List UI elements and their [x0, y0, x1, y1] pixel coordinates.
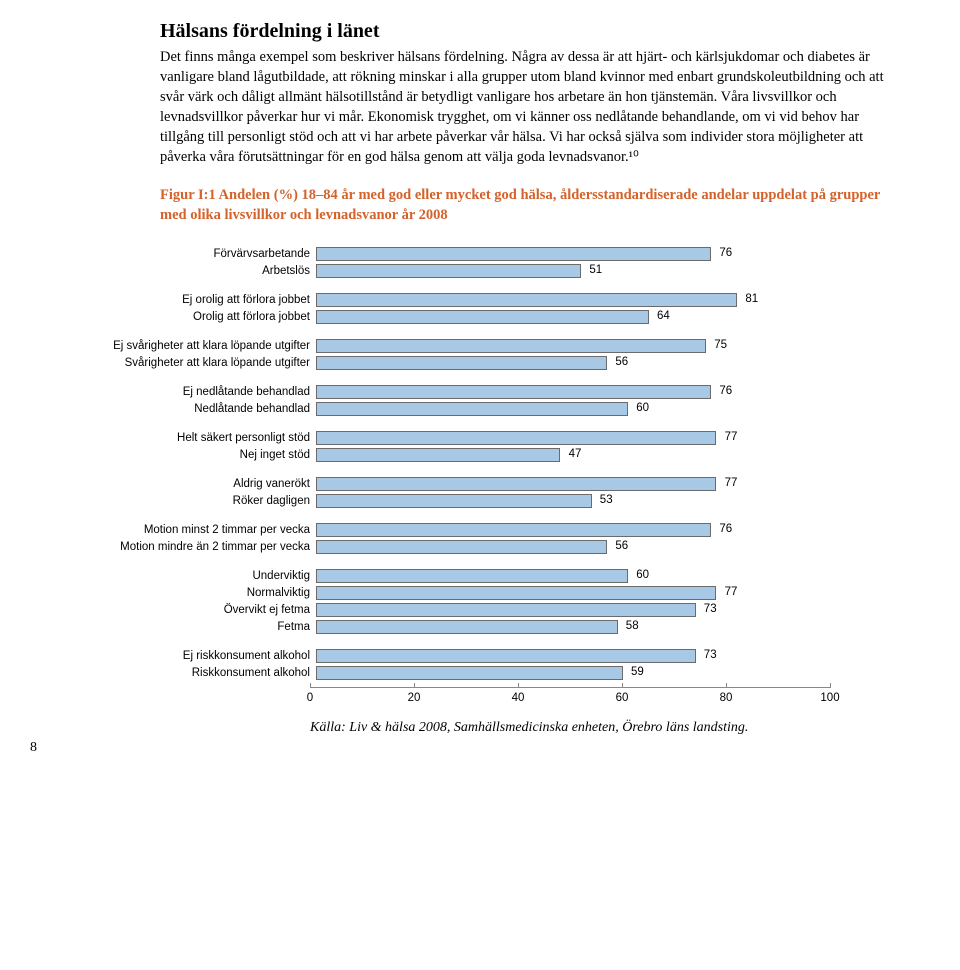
bar-row: Fetma58 — [50, 619, 900, 635]
bar-value: 64 — [657, 310, 670, 322]
bar-label: Ej svårigheter att klara löpande utgifte… — [50, 340, 316, 352]
bar-value: 47 — [569, 448, 582, 460]
bar-label: Nej inget stöd — [50, 449, 316, 461]
bar-row: Riskkonsument alkohol59 — [50, 665, 900, 681]
section-heading: Hälsans fördelning i länet — [160, 20, 900, 43]
bar-fill: 75 — [316, 339, 706, 353]
bar-value: 51 — [589, 264, 602, 276]
bar-row: Ej nedlåtande behandlad76 — [50, 384, 900, 400]
bar-label: Underviktig — [50, 570, 316, 582]
bar-value: 73 — [704, 649, 717, 661]
axis-tick-label: 60 — [616, 692, 629, 704]
bar-fill: 53 — [316, 494, 592, 508]
bar-value: 77 — [725, 431, 738, 443]
bar-value: 77 — [725, 477, 738, 489]
bar-row: Normalviktig77 — [50, 585, 900, 601]
bar-label: Fetma — [50, 621, 316, 633]
bar-row: Ej orolig att förlora jobbet81 — [50, 292, 900, 308]
axis-tick-label: 40 — [512, 692, 525, 704]
bar-label: Normalviktig — [50, 587, 316, 599]
bar-fill: 77 — [316, 431, 716, 445]
bar-row: Helt säkert personligt stöd77 — [50, 430, 900, 446]
bar-row: Ej riskkonsument alkohol73 — [50, 648, 900, 664]
chart-source: Källa: Liv & hälsa 2008, Samhällsmedicin… — [310, 720, 900, 736]
bar-value: 59 — [631, 666, 644, 678]
bar-row: Svårigheter att klara löpande utgifter56 — [50, 355, 900, 371]
bar-value: 60 — [636, 569, 649, 581]
bar-fill: 64 — [316, 310, 649, 324]
bar-fill: 76 — [316, 523, 711, 537]
axis-tick-label: 0 — [307, 692, 313, 704]
bar-label: Svårigheter att klara löpande utgifter — [50, 357, 316, 369]
bar-label: Orolig att förlora jobbet — [50, 311, 316, 323]
bar-label: Ej nedlåtande behandlad — [50, 386, 316, 398]
bar-label: Motion minst 2 timmar per vecka — [50, 524, 316, 536]
bar-fill: 73 — [316, 649, 696, 663]
bar-value: 53 — [600, 494, 613, 506]
body-paragraph: Det finns många exempel som beskriver hä… — [160, 47, 900, 167]
bar-row: Motion mindre än 2 timmar per vecka56 — [50, 539, 900, 555]
bar-label: Röker dagligen — [50, 495, 316, 507]
bar-fill: 56 — [316, 356, 607, 370]
bar-value: 60 — [636, 402, 649, 414]
bar-value: 75 — [714, 339, 727, 351]
bar-fill: 73 — [316, 603, 696, 617]
bar-value: 58 — [626, 620, 639, 632]
bar-fill: 47 — [316, 448, 560, 462]
bar-row: Förvärvsarbetande76 — [50, 246, 900, 262]
bar-fill: 51 — [316, 264, 581, 278]
bar-row: Underviktig60 — [50, 568, 900, 584]
bar-label: Helt säkert personligt stöd — [50, 432, 316, 444]
figure-caption: Figur I:1 Andelen (%) 18–84 år med god e… — [160, 185, 900, 226]
bar-fill: 60 — [316, 402, 628, 416]
bar-row: Aldrig vanerökt77 — [50, 476, 900, 492]
bar-label: Motion mindre än 2 timmar per vecka — [50, 541, 316, 553]
bar-value: 81 — [745, 293, 758, 305]
bar-fill: 60 — [316, 569, 628, 583]
bar-value: 76 — [719, 523, 732, 535]
bar-chart: Förvärvsarbetande76Arbetslös51Ej orolig … — [50, 246, 900, 706]
bar-row: Orolig att förlora jobbet64 — [50, 309, 900, 325]
axis-tick-label: 100 — [820, 692, 839, 704]
bar-value: 76 — [719, 247, 732, 259]
bar-label: Aldrig vanerökt — [50, 478, 316, 490]
bar-row: Övervikt ej fetma73 — [50, 602, 900, 618]
bar-label: Riskkonsument alkohol — [50, 667, 316, 679]
x-axis: 0 20 40 60 80 100 — [50, 687, 900, 706]
bar-value: 77 — [725, 586, 738, 598]
bar-row: Nej inget stöd47 — [50, 447, 900, 463]
bar-label: Förvärvsarbetande — [50, 248, 316, 260]
bar-fill: 59 — [316, 666, 623, 680]
bar-label: Nedlåtande behandlad — [50, 403, 316, 415]
bar-value: 56 — [615, 540, 628, 552]
bar-label: Ej orolig att förlora jobbet — [50, 294, 316, 306]
bar-value: 76 — [719, 385, 732, 397]
bar-row: Röker dagligen53 — [50, 493, 900, 509]
bar-label: Ej riskkonsument alkohol — [50, 650, 316, 662]
bar-fill: 76 — [316, 247, 711, 261]
bar-fill: 77 — [316, 586, 716, 600]
page-number: 8 — [30, 740, 37, 756]
bar-fill: 77 — [316, 477, 716, 491]
axis-tick-label: 20 — [408, 692, 421, 704]
bar-row: Motion minst 2 timmar per vecka76 — [50, 522, 900, 538]
bar-value: 73 — [704, 603, 717, 615]
bar-label: Övervikt ej fetma — [50, 604, 316, 616]
bar-row: Nedlåtande behandlad60 — [50, 401, 900, 417]
bar-row: Ej svårigheter att klara löpande utgifte… — [50, 338, 900, 354]
bar-fill: 56 — [316, 540, 607, 554]
bar-row: Arbetslös51 — [50, 263, 900, 279]
axis-tick-label: 80 — [720, 692, 733, 704]
bar-label: Arbetslös — [50, 265, 316, 277]
bar-fill: 81 — [316, 293, 737, 307]
bar-fill: 58 — [316, 620, 618, 634]
bar-value: 56 — [615, 356, 628, 368]
bar-fill: 76 — [316, 385, 711, 399]
